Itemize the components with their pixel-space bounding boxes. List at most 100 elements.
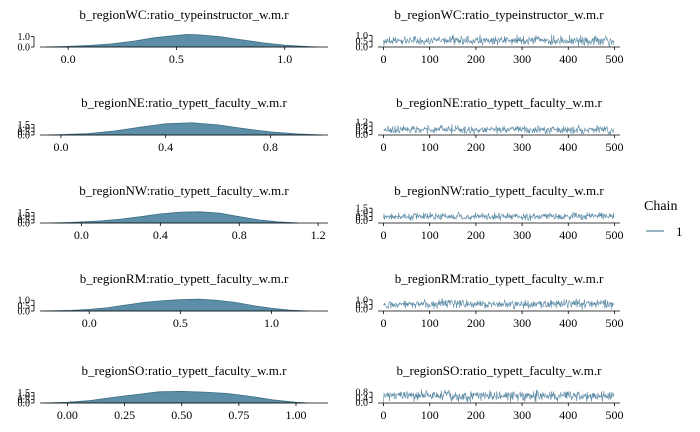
x-tick-label: 200	[467, 316, 485, 330]
x-tick-label: 400	[559, 140, 577, 154]
y-tick-label: 1.0	[18, 212, 31, 223]
density-area	[51, 211, 299, 224]
y-tick-label: 0.5	[356, 300, 369, 311]
density-area	[44, 391, 308, 404]
legend: Chain 1	[644, 199, 683, 239]
y-tick-label: 0.0	[18, 399, 31, 410]
y-tick-label: 0.0	[18, 219, 31, 230]
x-tick-label: 400	[559, 52, 577, 66]
y-tick-label: 1.5	[18, 388, 31, 399]
x-tick-label: 300	[513, 408, 531, 422]
y-tick-label: 0.5	[18, 395, 31, 406]
y-tick-label: 0.0	[18, 43, 31, 54]
y-tick-label: 1.0	[356, 295, 369, 306]
y-tick-label: 1.5	[18, 120, 31, 131]
panel-title: b_regionSO:ratio_typett_faculty_w.m.r	[82, 363, 288, 378]
panel-trace-3: b_regionNW:ratio_typett_faculty_w.m.r 0 10…	[356, 183, 624, 242]
panel-title: b_regionWC:ratio_typeinstructor_w.m.r	[79, 7, 289, 22]
x-tick-label: 1.0	[277, 52, 292, 66]
y-tick-label: 0.0	[356, 216, 369, 227]
x-tick-label: 400	[559, 228, 577, 242]
panel-title: b_regionNE:ratio_typett_faculty_w.m.r	[81, 95, 287, 110]
x-tick-label: 0.0	[74, 228, 89, 242]
x-tick-label: 0.5	[173, 316, 188, 330]
panel-title: b_regionRM:ratio_typett_faculty_w.m.r	[80, 271, 289, 286]
x-tick-label: 300	[513, 316, 531, 330]
y-tick-label: 1.5	[18, 208, 31, 219]
x-tick-label: 0.8	[232, 228, 247, 242]
x-tick-label: 100	[421, 316, 439, 330]
y-tick-label: 0.8	[356, 388, 369, 399]
x-tick-label: 100	[421, 52, 439, 66]
panel-title: b_regionNW:ratio_typett_faculty_w.m.r	[79, 183, 289, 198]
x-tick-label: 100	[421, 228, 439, 242]
y-tick-label: 1.0	[18, 124, 31, 135]
y-tick-label: 0.0	[18, 307, 31, 318]
x-tick-label: 0	[381, 316, 387, 330]
x-tick-label: 400	[559, 316, 577, 330]
x-tick-label: 0.8	[263, 140, 278, 154]
y-tick-label: 0.0	[356, 398, 369, 409]
x-tick-label: 0.4	[153, 228, 168, 242]
y-tick-label: 0.0	[356, 305, 369, 316]
x-tick-label: 200	[467, 408, 485, 422]
y-tick-label: 0.0	[356, 130, 369, 141]
y-tick-label: 0.5	[356, 212, 369, 223]
x-tick-label: 1.2	[311, 228, 326, 242]
y-tick-label: 1.0	[356, 208, 369, 219]
panel-density-4: b_regionRM:ratio_typett_faculty_w.m.r 0.0…	[18, 271, 328, 330]
trace-line	[383, 389, 615, 403]
x-tick-label: 500	[605, 228, 623, 242]
x-tick-label: 0.00	[57, 408, 78, 422]
panel-trace-2: b_regionNE:ratio_typett_faculty_w.m.r 0 10…	[356, 95, 624, 154]
panel-title: b_regionWC:ratio_typeinstructor_w.m.r	[394, 7, 604, 22]
y-tick-label: 1.0	[18, 392, 31, 403]
trace-line	[383, 34, 615, 47]
panel-trace-4: b_regionRM:ratio_typett_faculty_w.m.r 0 10…	[356, 271, 624, 330]
y-tick-label: 1.0	[356, 31, 369, 42]
x-tick-label: 0	[381, 408, 387, 422]
legend-title: Chain	[644, 199, 677, 214]
panel-trace-5: b_regionSO:ratio_typett_faculty_w.m.r 0 10…	[356, 363, 624, 422]
y-tick-label: 0.4	[356, 126, 369, 137]
x-tick-label: 500	[605, 52, 623, 66]
legend-item-label: 1	[676, 224, 683, 239]
y-tick-label: 0.5	[18, 301, 31, 312]
y-tick-label: 0.0	[18, 131, 31, 142]
x-tick-label: 0	[381, 140, 387, 154]
trace-line	[383, 298, 615, 311]
x-tick-label: 200	[467, 52, 485, 66]
x-tick-label: 0.75	[228, 408, 249, 422]
x-tick-label: 0.50	[171, 408, 192, 422]
x-tick-label: 300	[513, 228, 531, 242]
x-tick-label: 0	[381, 228, 387, 242]
panel-title: b_regionNE:ratio_typett_faculty_w.m.r	[396, 95, 602, 110]
x-tick-label: 0.5	[169, 52, 184, 66]
x-tick-label: 1.00	[286, 408, 307, 422]
x-tick-label: 0	[381, 52, 387, 66]
y-tick-label: 1.5	[356, 204, 369, 215]
panel-density-3: b_regionNW:ratio_typett_faculty_w.m.r 0.0…	[18, 183, 328, 242]
x-tick-label: 0.0	[61, 52, 76, 66]
panel-title: b_regionNW:ratio_typett_faculty_w.m.r	[394, 183, 604, 198]
x-tick-label: 0.25	[114, 408, 135, 422]
x-tick-label: 100	[421, 140, 439, 154]
panel-density-1: b_regionWC:ratio_typeinstructor_w.m.r 0.0…	[18, 7, 328, 66]
density-area	[47, 122, 323, 136]
y-tick-label: 0.4	[356, 393, 369, 404]
x-tick-label: 500	[605, 140, 623, 154]
x-tick-label: 0.0	[53, 140, 68, 154]
y-tick-label: 0.5	[18, 215, 31, 226]
density-area	[43, 298, 308, 312]
x-tick-label: 200	[467, 228, 485, 242]
panel-title: b_regionSO:ratio_typett_faculty_w.m.r	[397, 363, 603, 378]
y-tick-label: 1.0	[18, 32, 31, 43]
x-tick-label: 200	[467, 140, 485, 154]
y-tick-label: 1.0	[18, 296, 31, 307]
x-tick-label: 100	[421, 408, 439, 422]
trace-line	[383, 211, 615, 222]
x-tick-label: 0.0	[82, 316, 97, 330]
y-tick-label: 0.5	[356, 37, 369, 48]
x-tick-label: 500	[605, 408, 623, 422]
